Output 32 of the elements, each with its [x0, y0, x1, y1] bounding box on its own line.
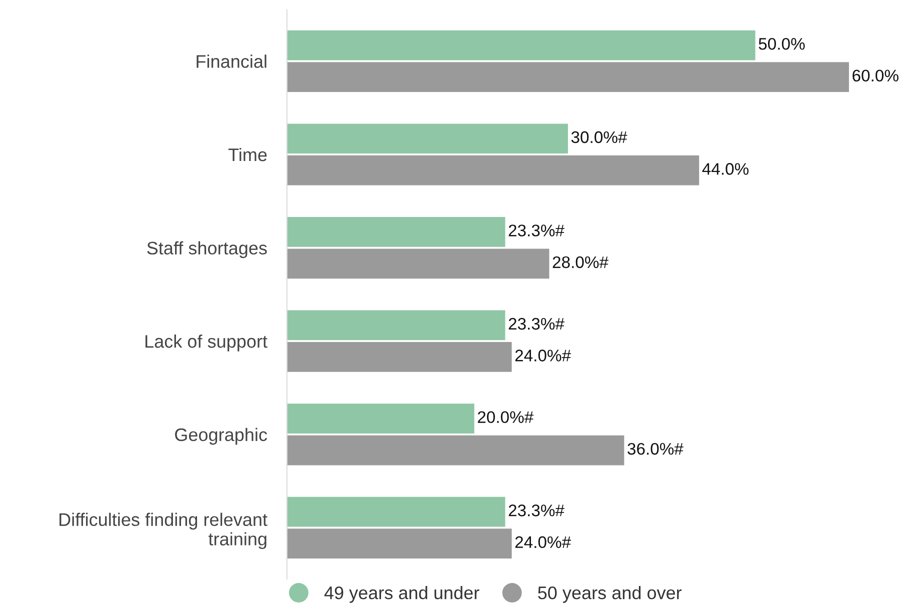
bar — [286, 155, 700, 186]
y-tick-label: Lack of support — [146, 334, 268, 352]
y-tick-label: Time — [228, 148, 267, 162]
data-label: 23.3%# — [508, 318, 564, 330]
bar — [286, 496, 506, 527]
data-label: 23.3%# — [508, 504, 564, 516]
bar — [286, 310, 506, 340]
data-label: 23.3%# — [508, 224, 564, 236]
data-label: 44.0% — [702, 163, 749, 175]
y-tick-label: Difficulties finding relevant training — [60, 512, 268, 550]
bar — [286, 62, 849, 92]
data-label: 60.0% — [852, 70, 898, 82]
data-label: 20.0%# — [478, 411, 534, 424]
bar — [286, 528, 512, 559]
bar — [286, 217, 506, 247]
data-label: 28.0%# — [552, 256, 608, 268]
data-label: 36.0%# — [628, 442, 684, 455]
y-tick-label: Staff shortages — [147, 241, 267, 258]
data-label: 30.0%# — [571, 131, 628, 144]
bar — [286, 404, 474, 434]
legend-label: 49 years and under — [324, 586, 480, 603]
data-label: 24.0%# — [515, 536, 571, 548]
bar — [286, 435, 624, 466]
bar — [286, 248, 550, 279]
y-tick-label: Financial — [196, 54, 266, 68]
legend-label: 50 years and over — [538, 586, 682, 603]
bar — [286, 342, 512, 372]
data-label: 24.0%# — [515, 350, 571, 362]
data-label: 50.0% — [758, 38, 805, 50]
bar — [286, 124, 568, 154]
bar — [286, 30, 756, 60]
y-tick-label: Geographic — [175, 428, 268, 445]
